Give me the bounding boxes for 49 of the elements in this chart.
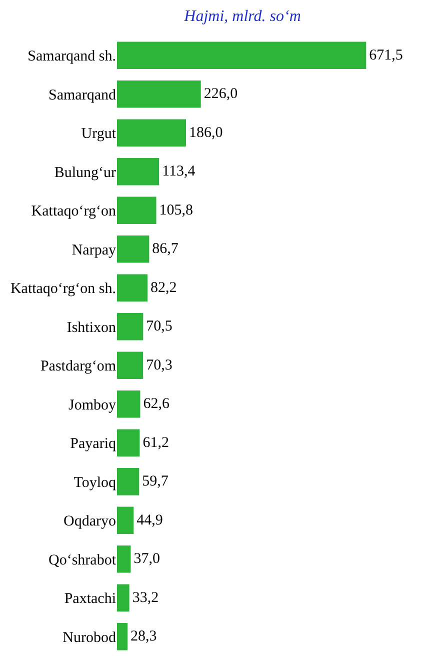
bar xyxy=(117,623,128,650)
data-label: 186,0 xyxy=(189,124,223,141)
y-tick-label: Urgut xyxy=(81,126,117,142)
data-label: 61,2 xyxy=(142,434,169,451)
y-tick-label: Nurobod xyxy=(62,630,116,646)
data-label: 28,3 xyxy=(130,628,157,645)
bar xyxy=(117,236,150,263)
data-label: 105,8 xyxy=(159,202,194,218)
y-tick-label: Samarqand sh. xyxy=(28,48,116,65)
y-tick-label: Paxtachi xyxy=(64,591,116,608)
bar xyxy=(117,274,148,302)
y-tick-label: Jomboy xyxy=(68,397,116,414)
data-label: 62,6 xyxy=(143,396,170,412)
bar xyxy=(117,546,131,573)
bar xyxy=(117,80,201,108)
bar xyxy=(117,196,156,224)
bar xyxy=(117,313,144,340)
data-label: 113,4 xyxy=(162,164,196,180)
y-tick-label: Kattaqo‘rg‘on sh. xyxy=(10,281,116,298)
bar xyxy=(117,42,366,69)
y-tick-label: Qo‘shrabot xyxy=(48,552,117,568)
data-label: 226,0 xyxy=(204,86,238,102)
bar xyxy=(117,429,140,456)
chart-title: Hajmi, mlrd. so‘m xyxy=(183,8,301,26)
data-label: 82,2 xyxy=(150,280,177,296)
data-label: 671,5 xyxy=(369,47,403,64)
bar xyxy=(117,158,160,186)
y-tick-label: Toyloq xyxy=(74,474,116,491)
bar xyxy=(117,468,140,496)
y-tick-label: Ishtixon xyxy=(66,320,116,336)
y-tick-label: Bulung‘ur xyxy=(54,164,116,181)
data-label: 86,7 xyxy=(152,241,179,258)
bar xyxy=(117,352,144,379)
bar xyxy=(117,506,134,534)
y-tick-label: Kattaqo‘rg‘on xyxy=(31,204,116,220)
y-tick-label: Payariq xyxy=(70,436,116,452)
bar xyxy=(117,584,130,612)
data-label: 70,3 xyxy=(146,357,172,374)
y-tick-label: Samarqand xyxy=(48,87,116,104)
y-tick-label: Oqdaryo xyxy=(64,514,116,530)
y-tick-label: Narpay xyxy=(72,242,116,258)
data-label: 59,7 xyxy=(142,474,169,490)
data-label: 33,2 xyxy=(132,590,159,606)
data-label: 44,9 xyxy=(136,512,163,528)
y-tick-label: Pastdarg‘om xyxy=(40,358,116,375)
data-label: 70,5 xyxy=(146,318,172,335)
bar xyxy=(117,119,186,146)
bar xyxy=(117,390,140,418)
data-label: 37,0 xyxy=(134,551,160,568)
